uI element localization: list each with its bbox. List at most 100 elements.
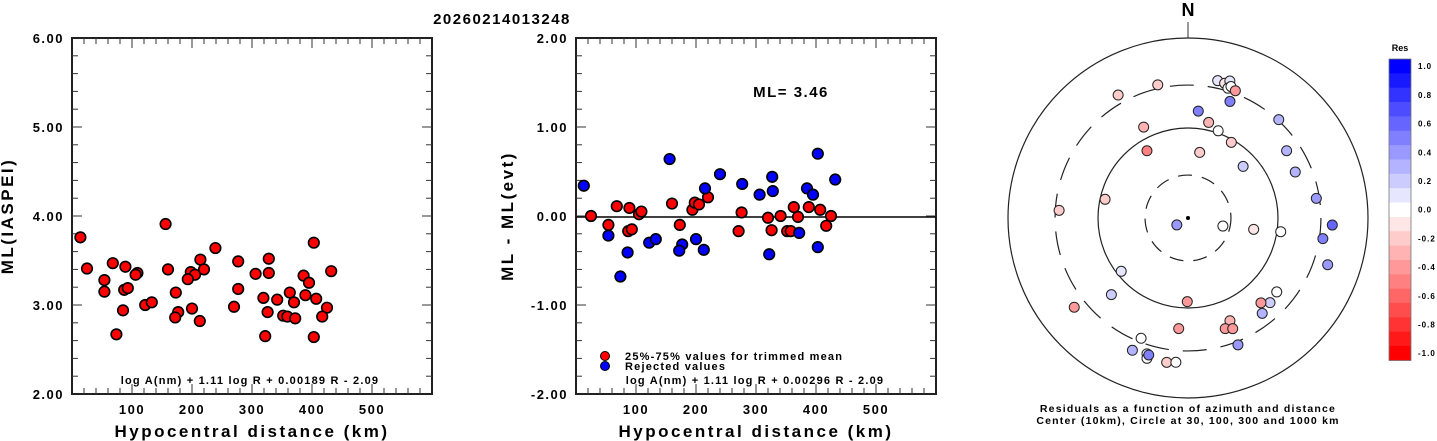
plot1-point — [307, 330, 320, 344]
polar-point — [1194, 146, 1206, 158]
colorbar-band — [1389, 130, 1411, 146]
polar-center-dot — [1186, 216, 1190, 220]
ml-distance-plot: 100 200 300 400 500 2.00 3.00 4.00 5.00 6.00 log … — [0, 31, 433, 441]
north-label: N — [1182, 0, 1195, 20]
colorbar-label: 0.2 — [1418, 177, 1432, 186]
polar-point — [1170, 356, 1182, 368]
plot1-point — [98, 285, 111, 298]
plot2-xtick-label: 400 — [803, 402, 829, 417]
polar-point — [1115, 265, 1127, 277]
plot1-ytick-label: 2.00 — [33, 387, 64, 402]
plot2-point-rejected — [673, 244, 686, 257]
plot2-xtick-label: 500 — [863, 402, 889, 417]
plot2-point-trimmed — [584, 209, 598, 223]
colorbar-band — [1389, 288, 1411, 304]
figure-title: 20260214013248 — [433, 11, 571, 28]
plot1-ticks — [72, 38, 432, 394]
colorbar-band — [1389, 231, 1411, 247]
plot1-point — [283, 286, 296, 299]
plot2-point-rejected — [766, 170, 779, 183]
plot1-point — [325, 265, 338, 278]
polar-point — [1192, 105, 1204, 117]
colorbar-label: 0.6 — [1418, 120, 1432, 129]
plot2-point-trimmed — [625, 223, 638, 236]
plot2-point-rejected — [614, 270, 627, 283]
plot1-ytick-label: 6.00 — [33, 31, 64, 46]
plot2-point-rejected — [811, 147, 824, 160]
polar-point — [1326, 219, 1338, 231]
plot1-point — [116, 304, 130, 317]
colorbar-band — [1389, 346, 1411, 361]
plot2-point-rejected — [763, 248, 776, 261]
colorbar-label: 1.0 — [1418, 62, 1432, 71]
plot2-xtick-label: 100 — [623, 402, 649, 417]
polar-point — [1229, 85, 1241, 97]
range-circle-30km — [1144, 174, 1232, 262]
colorbar-label: -0.8 — [1418, 320, 1436, 329]
plot2-ytick-label: -2.00 — [531, 387, 568, 402]
plot1-point — [197, 263, 211, 276]
polar-point — [1161, 356, 1173, 368]
plot1-point — [261, 306, 274, 319]
colorbar-band — [1389, 216, 1411, 232]
colorbar-band — [1389, 331, 1411, 347]
polar-point — [1141, 145, 1153, 157]
plot2-xlabel: Hypocentral distance (km) — [618, 422, 893, 441]
polar-point — [1126, 344, 1138, 356]
plot1-point — [119, 260, 132, 273]
plot1-point — [232, 255, 245, 268]
polar-point — [1068, 301, 1080, 313]
legend-label-rejected: Rejected values — [625, 361, 726, 373]
colorbar-band — [1389, 116, 1411, 132]
plot2-ytick-label: 1.00 — [537, 120, 568, 135]
plot2-point-rejected — [697, 243, 710, 256]
plot2-point-trimmed — [635, 205, 648, 218]
plot1-point — [169, 311, 182, 324]
plot1-point — [181, 273, 194, 286]
plot2-point-rejected — [766, 184, 779, 198]
plot2-tick-labels: 100 200 300 400 500 -2.00 -1.00 0.00 1.00 2.00 — [531, 31, 889, 417]
plot2-formula: log A(nm) + 1.11 log R + 0.00296 R - 2.0… — [626, 375, 885, 387]
polar-point — [1317, 233, 1329, 245]
polar-point — [1264, 297, 1276, 309]
plot2-point-trimmed — [665, 197, 679, 210]
plot1-point — [98, 273, 111, 287]
plot2-ylabel: ML - ML(evt) — [498, 151, 517, 281]
polar-point — [1224, 95, 1236, 107]
plot1-point — [161, 263, 175, 276]
plot1-point — [209, 241, 222, 255]
colorbar-label: 0.8 — [1418, 91, 1432, 100]
plot1-point — [316, 310, 329, 323]
plot1-tick-labels: 100 200 300 400 500 2.00 3.00 4.00 5.00 6.00 — [33, 31, 384, 417]
range-circle-100km — [1097, 127, 1279, 309]
plot1-point — [232, 282, 245, 296]
polar-point — [1212, 125, 1224, 137]
polar-point — [1281, 145, 1293, 157]
polar-point — [1225, 136, 1237, 148]
polar-points — [1053, 75, 1338, 368]
plot2-point-trimmed — [610, 200, 623, 213]
plot2-point-rejected — [602, 229, 615, 242]
plot1-point — [74, 231, 87, 244]
polar-range-circles — [1007, 37, 1369, 399]
plot1-point — [289, 312, 302, 325]
plot2-point-rejected — [829, 173, 842, 186]
plot1-xlabel: Hypocentral distance (km) — [114, 422, 389, 441]
plot1-ytick-label: 3.00 — [33, 298, 64, 313]
plot2-point-trimmed — [774, 209, 787, 223]
colorbar-band — [1389, 259, 1411, 275]
plot1-points — [74, 217, 338, 344]
colorbar-label: -0.2 — [1418, 234, 1436, 243]
polar-point — [1112, 89, 1124, 101]
colorbar-label: -1.0 — [1418, 349, 1436, 358]
plot2-ytick-label: 2.00 — [537, 31, 568, 46]
plot2-xtick-label: 200 — [683, 402, 709, 417]
polar-point — [1248, 223, 1260, 235]
plot2-point-trimmed — [824, 209, 838, 223]
plot1-point — [299, 289, 312, 302]
plot1-frame — [71, 37, 433, 395]
plot1-xtick-label: 200 — [179, 402, 205, 417]
plot2-point-trimmed — [761, 211, 775, 224]
plot1-point — [106, 257, 119, 270]
